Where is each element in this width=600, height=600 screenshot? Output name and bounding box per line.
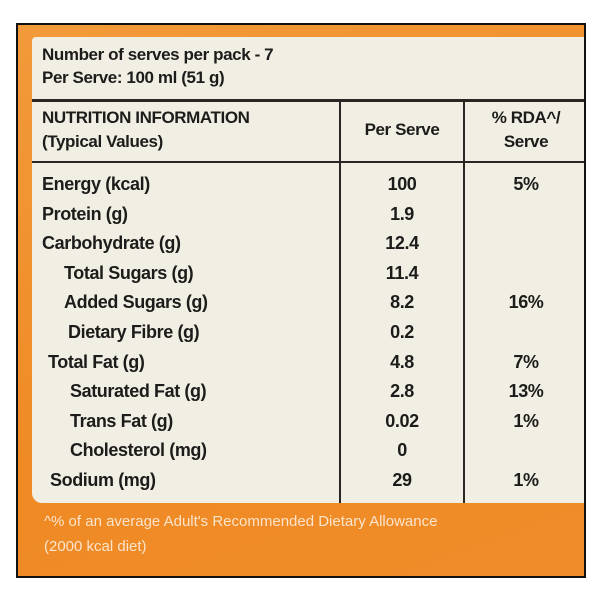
per-serve-value: 1.9	[390, 203, 414, 224]
footnote: ^% of an average Adult's Recommended Die…	[44, 513, 438, 530]
footnote: (2000 kcal diet)	[44, 538, 147, 555]
nutrient-name: Energy (kcal)	[42, 174, 150, 194]
rda-value: 1%	[513, 470, 539, 490]
per-serve-value: 0.02	[385, 410, 419, 431]
nutrient-name: Sodium (mg)	[50, 470, 156, 490]
rda-value: 1%	[513, 410, 539, 431]
rda-value: 7%	[513, 351, 539, 372]
nutrient-name: Protein (g)	[42, 203, 128, 224]
col-header: (Typical Values)	[42, 132, 163, 151]
rda-value: 16%	[508, 292, 544, 313]
per-serve-value: 4.8	[390, 351, 414, 372]
column-divider	[463, 101, 465, 503]
nutrient-name: Dietary Fibre (g)	[68, 322, 200, 342]
nutrient-name: Trans Fat (g)	[70, 410, 173, 431]
col-header: % RDA^/	[491, 108, 561, 127]
col-header: Per Serve	[364, 120, 440, 139]
nutrition-panel: Number of serves per pack - 7 Per Serve:…	[32, 37, 584, 503]
divider	[32, 161, 584, 163]
per-serve-value: 11.4	[385, 262, 419, 283]
col-header: Serve	[503, 132, 549, 151]
nutrient-name: Cholesterol (mg)	[70, 440, 207, 461]
label-frame: Number of serves per pack - 7 Per Serve:…	[16, 23, 586, 578]
nutrient-name: Carbohydrate (g)	[42, 233, 181, 254]
nutrient-name: Total Sugars (g)	[64, 262, 194, 283]
per-serve-size: Per Serve: 100 ml (51 g)	[42, 68, 225, 87]
nutrient-name: Saturated Fat (g)	[70, 381, 207, 402]
nutrient-name: Added Sugars (g)	[64, 292, 208, 313]
rda-value: 5%	[513, 174, 539, 194]
rda-value: 13%	[508, 381, 544, 402]
per-serve-value: 2.8	[390, 381, 414, 402]
per-serve-value: 8.2	[390, 292, 414, 313]
serves-per-pack: Number of serves per pack - 7	[42, 45, 274, 64]
per-serve-value: 0.2	[390, 322, 414, 342]
per-serve-value: 29	[392, 470, 412, 490]
per-serve-value: 0	[397, 440, 407, 461]
column-divider	[339, 101, 341, 503]
nutrient-name: Total Fat (g)	[48, 351, 145, 372]
divider	[32, 99, 584, 102]
col-header: NUTRITION INFORMATION	[42, 108, 250, 127]
per-serve-value: 12.4	[385, 233, 419, 254]
per-serve-value: 100	[387, 174, 417, 194]
